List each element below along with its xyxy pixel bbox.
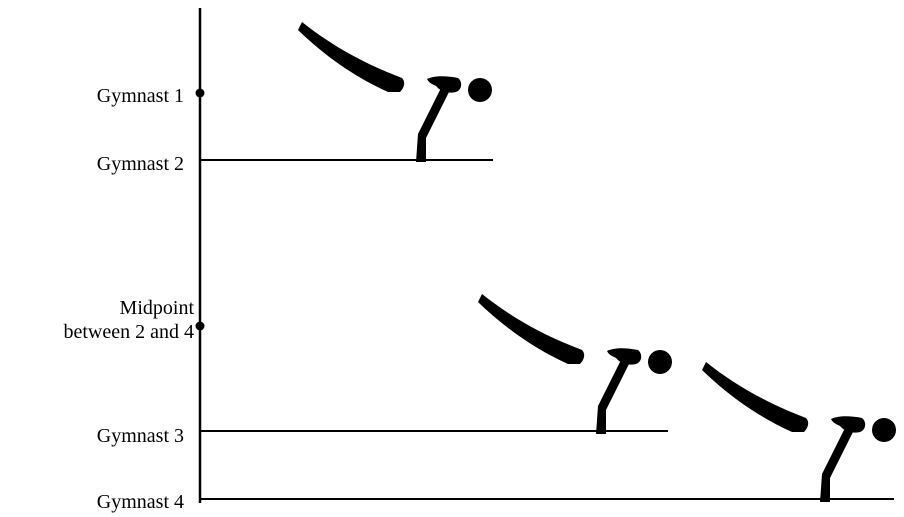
gymnast-1-label-text: Gymnast 1 <box>96 85 184 107</box>
gymnast-3-label: Gymnast 3 <box>97 424 184 448</box>
midpoint-label-line-1: Midpoint <box>119 297 194 319</box>
gymnast-figure-right <box>702 362 896 502</box>
midpoint-label-line-2: between 2 and 4 <box>63 321 194 343</box>
midpoint-level-dot <box>195 321 205 331</box>
gymnast-1-level-dot <box>195 88 205 98</box>
gymnast-figure-top <box>298 22 492 162</box>
midpoint-label: Midpoint between 2 and 4 <box>63 296 194 344</box>
gymnast-4-label: Gymnast 4 <box>97 490 184 514</box>
gymnast-1-label: Gymnast 1 <box>97 84 184 108</box>
gymnast-2-label-text: Gymnast 2 <box>96 153 184 175</box>
gymnast-3-label-text: Gymnast 3 <box>96 425 184 447</box>
gymnast-4-label-text: Gymnast 4 <box>96 491 184 513</box>
gymnast-figure-middle <box>478 294 672 434</box>
gymnast-2-label: Gymnast 2 <box>97 152 184 176</box>
